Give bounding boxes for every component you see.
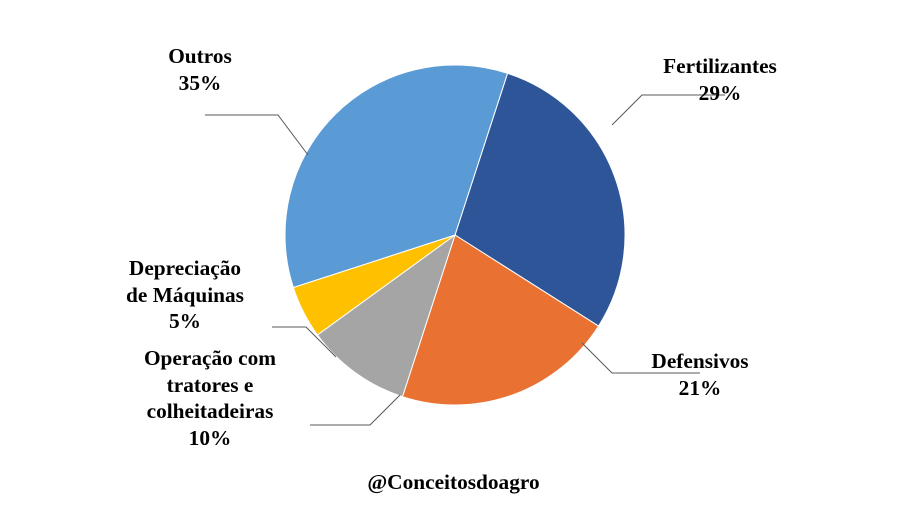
label-operacao: Operação com tratores e colheitadeiras 1… xyxy=(110,345,310,452)
label-defensivos: Defensivos 21% xyxy=(620,348,780,401)
footer-credit: @Conceitosdoagro xyxy=(0,470,907,495)
label-fertilizantes: Fertilizantes 29% xyxy=(635,53,805,106)
label-outros: Outros 35% xyxy=(120,43,280,96)
chart-canvas: Fertilizantes 29% Defensivos 21% Operaçã… xyxy=(0,0,907,511)
pie-chart xyxy=(285,65,625,405)
label-depreciacao: Depreciação de Máquinas 5% xyxy=(95,255,275,335)
